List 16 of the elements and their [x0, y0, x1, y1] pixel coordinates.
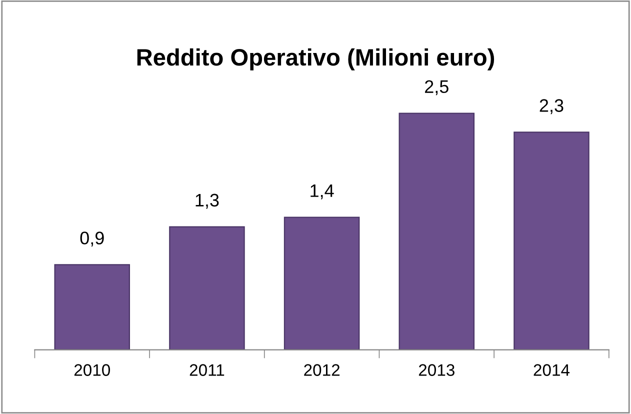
x-tick-label: 2010: [74, 364, 110, 376]
bar: [514, 132, 590, 350]
x-tick-label: 2012: [304, 364, 340, 376]
chart-title: Reddito Operativo (Milioni euro): [137, 48, 494, 70]
data-label: 1,4: [310, 184, 334, 200]
data-label: 1,3: [196, 194, 219, 209]
data-label: 2,5: [425, 80, 448, 96]
bar: [284, 216, 360, 350]
x-tick-label: 2013: [418, 364, 454, 376]
bar: [398, 112, 475, 350]
bar: [169, 226, 245, 350]
bar: [54, 264, 130, 350]
x-tick-label: 2014: [534, 364, 570, 376]
x-tick-label: 2011: [190, 364, 224, 376]
data-label: 0,9: [80, 232, 104, 247]
data-label: 2,3: [540, 99, 564, 114]
